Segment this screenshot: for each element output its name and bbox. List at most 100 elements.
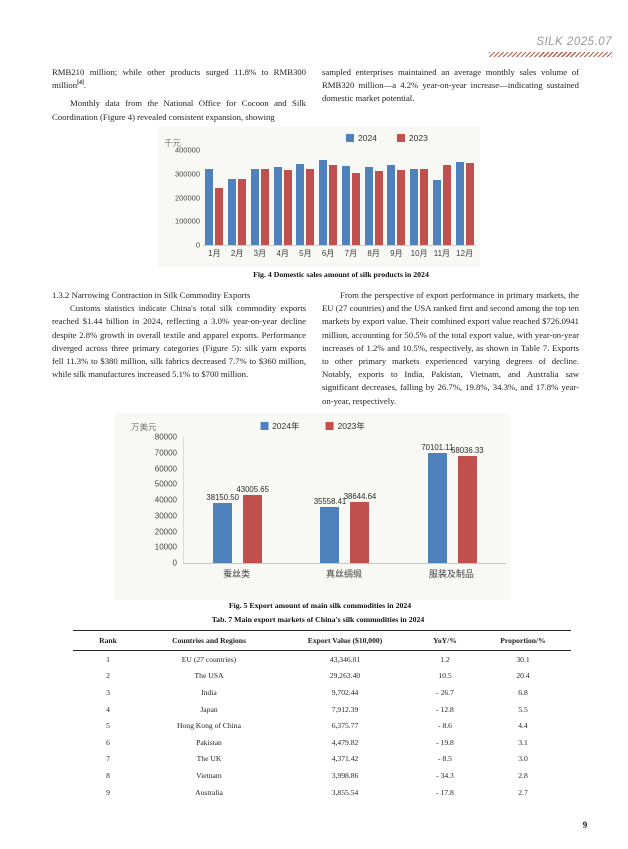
y-axis-ticks: 80000 70000 60000 50000 40000 30000 20000 10000…: [133, 433, 177, 568]
table-row: 2 The USA 29,263.40 10.5 20.4: [73, 668, 571, 685]
table-cell: 2.7: [518, 787, 528, 797]
legend-label: 2024年: [272, 421, 300, 431]
table-cell: 9: [106, 787, 110, 797]
x-tick-label: 真丝绸缎: [325, 569, 362, 579]
table-cell: - 8.6: [438, 721, 452, 731]
paragraph-text: .: [83, 80, 87, 91]
bar-2023: [397, 169, 406, 245]
x-tick-label: 11月: [433, 249, 451, 258]
column-header: Proportion/%: [475, 630, 571, 651]
paragraph: sampled enterprises maintained an averag…: [322, 67, 579, 104]
bar-group: [203, 150, 226, 245]
y-tick-label: 10000: [154, 542, 177, 552]
table-cell: - 8.5: [438, 754, 452, 764]
table-cell: 29,263.40: [329, 671, 361, 681]
table-cell: 3: [106, 687, 110, 697]
y-tick-label: 200000: [174, 193, 200, 202]
bar-2023: [329, 164, 338, 245]
hatch-rule: [489, 52, 612, 57]
x-tick-label: 3月: [253, 249, 267, 258]
top-right-column: sampled enterprises maintained an averag…: [322, 66, 579, 106]
table-cell: 7: [106, 754, 110, 764]
export-table-header-row: Rank Countries and Regions Export Value ($…: [73, 630, 571, 651]
journal-title: SILK 2025.07: [536, 36, 612, 48]
bar-2024年: 38150.50: [206, 493, 239, 563]
bar-group: [340, 150, 363, 245]
bar-2023年: 68036.33: [451, 446, 484, 563]
table-cell: 3.0: [518, 754, 528, 764]
y-tick-label: 80000: [154, 432, 177, 442]
table-cell: 7,912.39: [331, 704, 359, 714]
table-cell: 43,346.01: [329, 654, 361, 664]
bar-2024: [228, 178, 237, 245]
table-cell: 3,998.86: [331, 770, 359, 780]
table-cell: India: [201, 687, 217, 697]
table-cell: 3,855.54: [331, 787, 359, 797]
paragraph: Monthly data from the National Office fo…: [52, 98, 306, 122]
table-cell: The UK: [196, 754, 222, 764]
table-row: 8 Vietnam 3,998.86 - 34.3 2.8: [73, 767, 571, 784]
table-cell: 4,479.82: [331, 737, 359, 747]
y-tick-label: 400000: [174, 145, 200, 155]
table-cell: 5.5: [518, 704, 528, 714]
column-header: Countries and Regions: [143, 630, 275, 651]
table-cell: 4.4: [518, 721, 528, 731]
y-tick-label: 20000: [154, 527, 177, 536]
column-header: Rank: [73, 630, 143, 651]
legend-swatch: [325, 422, 334, 430]
bar-2024: [205, 168, 214, 245]
table-cell: 20.4: [516, 671, 530, 681]
section-heading: 1.3.2 Narrowing Contraction in Silk Comm…: [52, 290, 251, 300]
bar-group: [271, 150, 294, 245]
legend-item: 2023: [396, 133, 428, 143]
chart-legend: 2024年 2023年: [260, 420, 365, 432]
x-tick-label: 12月: [456, 249, 474, 258]
legend-label: 2023: [408, 133, 428, 143]
table-cell: 30.1: [516, 654, 530, 664]
legend-swatch: [346, 134, 354, 142]
table-cell: Vietnam: [196, 770, 222, 780]
y-tick-label: 40000: [154, 495, 177, 505]
x-tick-label: 9月: [390, 249, 403, 258]
x-tick-label: 蚕丝类: [223, 569, 251, 579]
bar-value-label: 68036.33: [451, 445, 484, 455]
table-cell: 4,371.42: [331, 754, 359, 764]
table7-caption: Tab. 7 Main export markets of China's si…: [211, 615, 425, 624]
table-row: 9 Australia 3,855.54 - 17.8 2.7: [73, 784, 571, 801]
export-table-body: 1 EU (27 countries) 43,346.01 1.2 30.1 2 The U…: [73, 651, 571, 801]
bar-group: 38150.50 43005.65: [184, 437, 291, 563]
table-cell: - 34.3: [436, 770, 454, 780]
table-cell: 1.2: [440, 654, 450, 664]
bar-2024: [364, 166, 373, 245]
y-tick-label: 70000: [154, 448, 177, 458]
bar-2024年: 70101.11: [421, 443, 453, 563]
bar-group: [453, 150, 476, 245]
x-axis-labels: 蚕丝类 真丝绸缎 服装及制品: [183, 567, 505, 580]
bar-2023年: 43005.65: [236, 485, 269, 563]
table-row: 5 Hong Kong of China 6,375.77 - 8.6 4.4: [73, 717, 571, 734]
table-cell: 3.1: [518, 737, 528, 747]
legend-item: 2024年: [260, 420, 300, 432]
bar-group: [294, 150, 317, 245]
legend-label: 2023年: [337, 421, 365, 431]
bar-group: [385, 150, 408, 245]
figure4-caption: Fig. 4 Domestic sales amount of silk pro…: [253, 270, 429, 279]
bar-2023年: 38644.64: [344, 492, 376, 563]
x-tick-label: 4月: [276, 249, 289, 258]
y-tick-label: 100000: [174, 216, 200, 226]
table-cell: - 12.8: [436, 704, 454, 714]
y-tick-label: 60000: [154, 464, 177, 473]
x-tick-label: 7月: [344, 249, 358, 258]
export-markets-table: Rank Countries and Regions Export Value ($…: [73, 630, 571, 800]
y-tick-label: 50000: [154, 479, 177, 489]
bar-group: [226, 150, 249, 245]
bar-value-label: 70101.11: [421, 442, 454, 452]
table-cell: 2.8: [518, 770, 528, 780]
table-row: 1 EU (27 countries) 43,346.01 1.2 30.1: [73, 651, 571, 668]
bar-2023: [306, 169, 315, 245]
x-tick-label: 2月: [230, 249, 244, 258]
table-cell: Pakistan: [196, 737, 222, 747]
legend-item: 2023年: [325, 420, 365, 432]
plot-area: [203, 150, 476, 246]
